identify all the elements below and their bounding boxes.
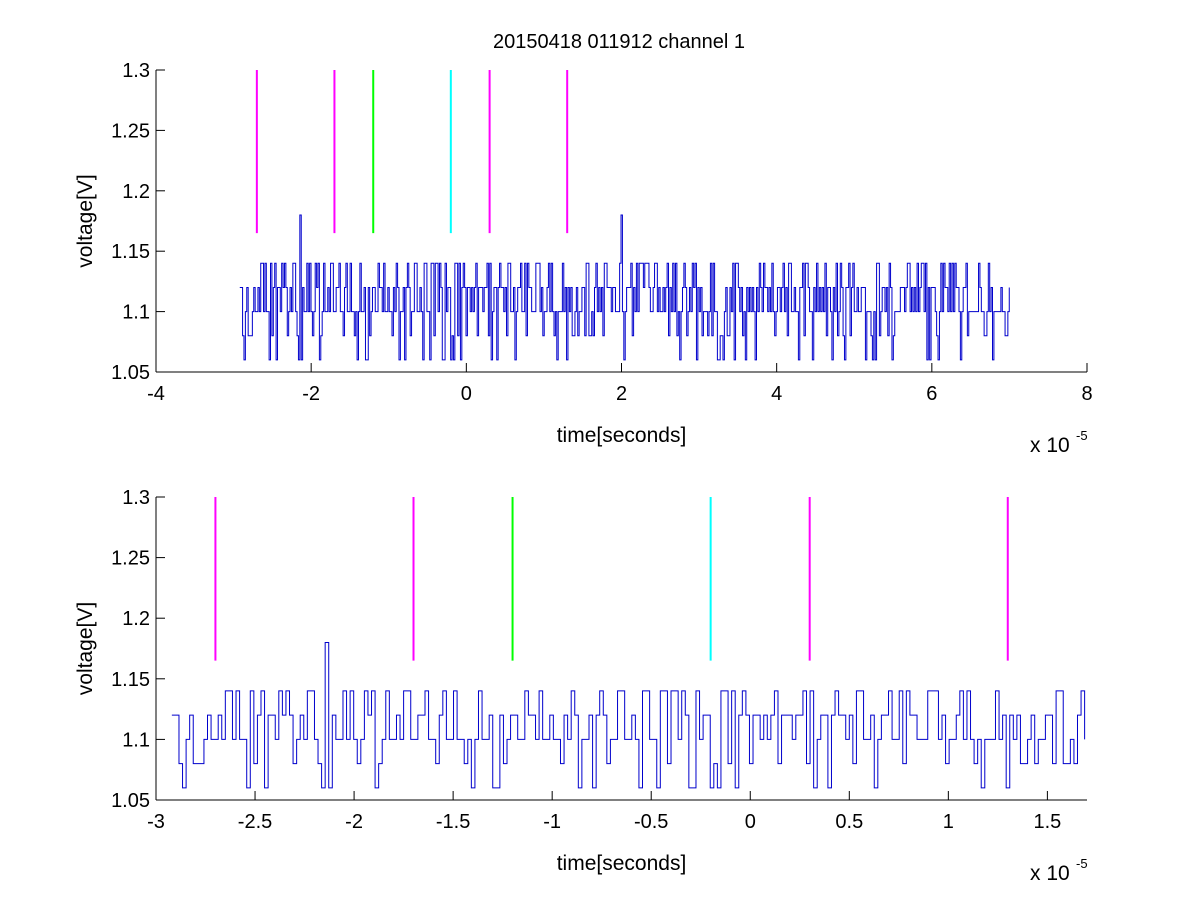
- x-multiplier-label: x 10: [1030, 434, 1070, 457]
- voltage-series-line: [239, 214, 1010, 361]
- y-tick-label: 1.05: [111, 362, 150, 384]
- y-tick-label: 1.2: [122, 181, 150, 203]
- x-tick-label: 6: [926, 383, 937, 405]
- x-tick-label: -4: [147, 383, 165, 405]
- x-tick-label: 0.5: [835, 811, 863, 833]
- x-tick-label: -0.5: [634, 811, 668, 833]
- x-tick-label: 0: [461, 383, 472, 405]
- x-multiplier-exponent: -5: [1076, 856, 1088, 871]
- y-tick-label: 1.25: [111, 548, 150, 570]
- x-tick-label: 0: [745, 811, 756, 833]
- y-tick-label: 1.15: [111, 241, 150, 263]
- y-tick-label: 1.3: [122, 60, 150, 82]
- y-axis-label: voltage[V]: [74, 602, 97, 695]
- x-tick-label: -2: [302, 383, 320, 405]
- x-tick-label: -1: [543, 811, 561, 833]
- y-tick-label: 1.2: [122, 608, 150, 630]
- figure-title: 20150418 011912 channel 1: [493, 31, 745, 53]
- x-axis-label: time[seconds]: [557, 424, 687, 447]
- x-tick-label: 8: [1081, 383, 1092, 405]
- top-plot: -4 -2 0 2 4 6 8 1.05 1.1 1.15 1.2 1.25 1.3 time[secon…: [74, 60, 1093, 457]
- x-tick-label: 1.5: [1033, 811, 1061, 833]
- x-tick-label: -2: [345, 811, 363, 833]
- x-multiplier-label: x 10: [1030, 862, 1070, 885]
- x-tick-label: -2.5: [238, 811, 272, 833]
- y-tick-label: 1.1: [122, 302, 150, 324]
- y-tick-label: 1.05: [111, 790, 150, 812]
- y-axis-label: voltage[V]: [74, 174, 97, 267]
- y-tick-label: 1.25: [111, 120, 150, 142]
- x-axis-label: time[seconds]: [557, 852, 687, 875]
- bottom-plot: -3 -2.5 -2 -1.5 -1 -0.5 0 0.5 1 1.5 1.05 1.1 1.15 1.2…: [74, 487, 1088, 885]
- x-tick-label: -3: [147, 811, 165, 833]
- x-multiplier-exponent: -5: [1076, 428, 1088, 443]
- y-tick-label: 1.1: [122, 729, 150, 751]
- voltage-series-line: [171, 641, 1086, 789]
- y-tick-label: 1.15: [111, 669, 150, 691]
- y-tick-label: 1.3: [122, 487, 150, 509]
- x-tick-label: 2: [616, 383, 627, 405]
- x-tick-label: -1.5: [436, 811, 470, 833]
- x-tick-label: 1: [943, 811, 954, 833]
- x-tick-label: 4: [771, 383, 782, 405]
